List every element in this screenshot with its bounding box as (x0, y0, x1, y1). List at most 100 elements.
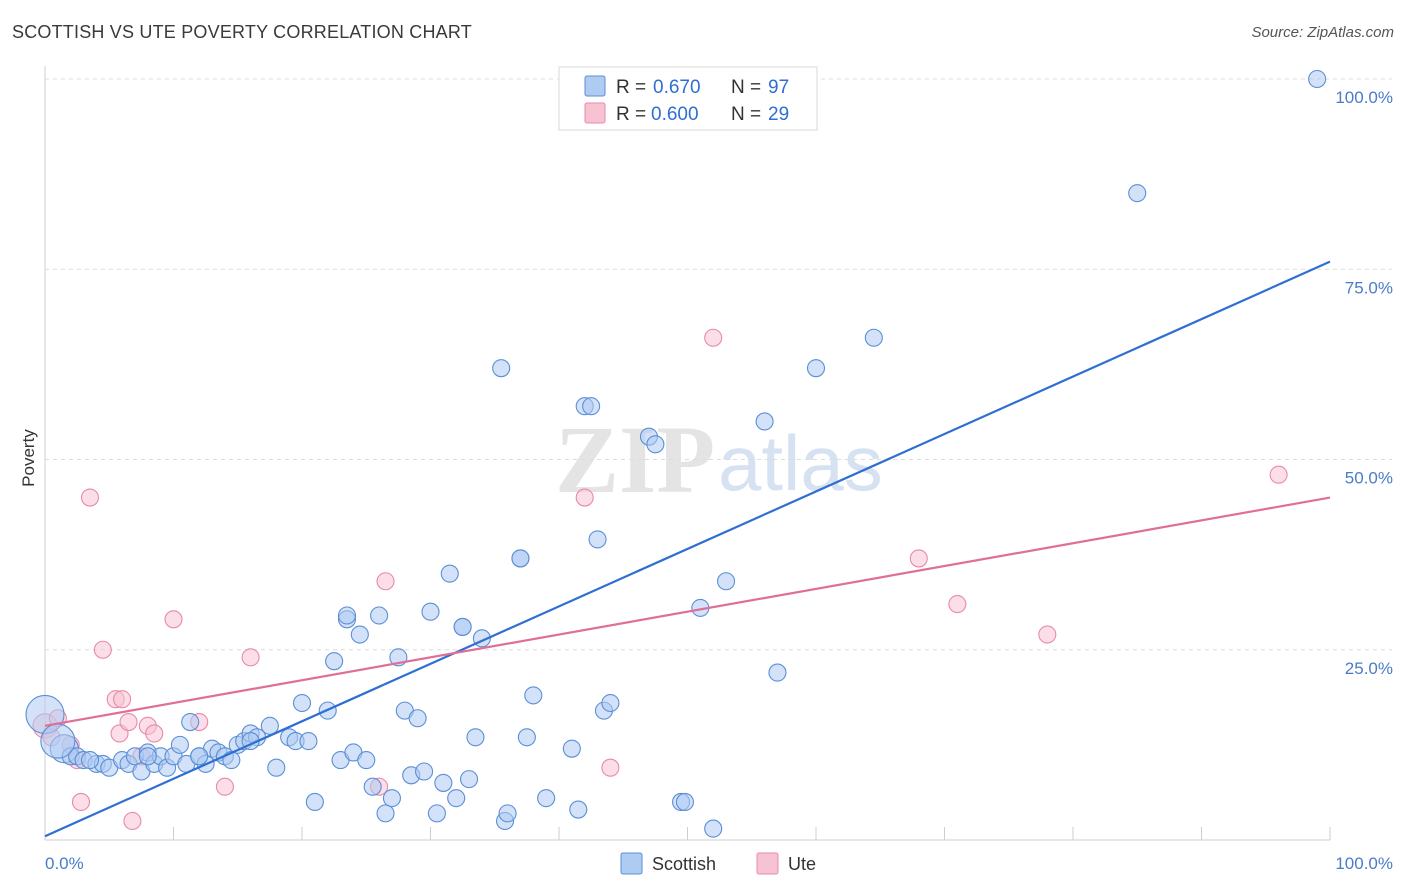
legend-n-label-ute: N = (731, 104, 761, 125)
scottish-point-25 (222, 751, 241, 770)
scottish-point-84 (768, 663, 787, 682)
scottish-point-94 (337, 606, 357, 625)
scottish-point-87 (1128, 184, 1147, 203)
ute-point-5 (71, 792, 91, 812)
ute-point-19 (241, 648, 260, 667)
scottish-point-89 (40, 723, 76, 759)
ute-trend-line (44, 496, 1331, 727)
legend-r-value-ute: 0.600 (651, 104, 699, 125)
scottish-point-70 (569, 800, 588, 819)
ute-point-28 (1269, 465, 1288, 484)
bottom-legend-label-ute: Ute (788, 854, 816, 874)
scottish-point-77 (646, 435, 665, 454)
ute-point-21 (376, 572, 395, 591)
legend-r-label-scottish: R = (616, 77, 646, 98)
legend-n-label-scottish: N = (731, 77, 761, 98)
scottish-point-44 (363, 777, 382, 796)
scottish-point-79 (675, 792, 694, 812)
scottish-point-46 (376, 804, 395, 823)
scottish-point-51 (408, 709, 427, 728)
top-legend: R = 0.670 N = 97 R = 0.600 N = 29 (558, 66, 818, 131)
chart-title: SCOTTISH VS UTE POVERTY CORRELATION CHAR… (12, 22, 472, 42)
scottish-point-68 (537, 789, 556, 808)
ute-point-12 (123, 811, 142, 831)
ute-point-15 (145, 724, 164, 743)
ute-point-11 (119, 712, 138, 732)
watermark-atlas: atlas (718, 419, 883, 507)
legend-swatch-ute (584, 102, 606, 124)
scottish-point-92 (190, 747, 209, 766)
scottish-point-45 (370, 606, 389, 625)
scottish-point-47 (382, 789, 402, 808)
ute-point-23 (601, 758, 620, 777)
ute-point-24 (704, 328, 723, 347)
scottish-point-66 (517, 728, 536, 747)
y-axis-label: Poverty (19, 429, 38, 487)
x-tick-label-1: 100.0% (1335, 854, 1393, 873)
y-tick-label-3: 25.0% (1345, 659, 1393, 678)
ute-point-27 (1038, 625, 1057, 644)
scottish-point-73 (588, 530, 607, 549)
ute-point-10 (113, 690, 132, 709)
scottish-point-56 (440, 564, 459, 583)
scottish-point-55 (434, 773, 453, 792)
ute-point-18 (215, 777, 234, 796)
scottish-point-35 (299, 732, 318, 751)
scottish-point-52 (415, 762, 434, 781)
y-tick-label-2: 50.0% (1345, 469, 1393, 488)
scottish-point-59 (459, 770, 479, 789)
scottish-point-38 (325, 652, 344, 671)
scottish-point-31 (267, 758, 286, 777)
x-tick-label-0: 0.0% (45, 854, 84, 873)
scottish-point-57 (447, 789, 466, 808)
scottish-point-42 (350, 625, 369, 644)
source-label: Source: ZipAtlas.com (1251, 24, 1394, 41)
scottish-point-36 (305, 792, 324, 812)
bottom-legend-swatch-ute (756, 852, 779, 875)
scottish-point-60 (466, 728, 485, 747)
scottish-point-82 (716, 572, 736, 591)
y-tick-label-1: 75.0% (1345, 278, 1393, 297)
grid-lines (45, 78, 1392, 651)
scottish-point-62 (492, 359, 511, 378)
scottish-point-88 (1308, 69, 1327, 89)
legend-swatch-scottish (584, 75, 606, 97)
legend-n-value-scottish: 97 (768, 77, 789, 98)
bottom-legend: Scottish Ute (620, 852, 816, 875)
ute-point-25 (909, 549, 928, 568)
scottish-point-43 (357, 751, 376, 770)
scottish-point-90 (80, 751, 100, 770)
ute-point-22 (575, 488, 594, 507)
scottish-point-34 (292, 693, 312, 713)
tick-labels: 100.0% 75.0% 50.0% 25.0% 0.0% 100.0% (45, 88, 1393, 873)
scottish-point-85 (806, 359, 826, 378)
scottish-point-96 (511, 549, 530, 568)
scottish-point-91 (138, 747, 157, 766)
scottish-trend-line (44, 260, 1331, 838)
scottish-point-75 (601, 693, 620, 713)
scottish-point-30 (260, 716, 279, 735)
legend-r-label-ute: R = (616, 104, 646, 125)
scottish-point-81 (704, 819, 723, 838)
scottish-point-53 (421, 602, 440, 621)
bottom-legend-label-scottish: Scottish (652, 854, 716, 874)
scottish-point-19 (181, 712, 200, 732)
scottish-point-83 (755, 412, 774, 431)
scottish-point-69 (562, 739, 581, 758)
scottish-point-95 (453, 617, 472, 636)
legend-n-value-ute: 29 (768, 104, 789, 125)
scottish-point-54 (427, 804, 446, 823)
scottish-point-64 (498, 804, 517, 823)
ute-point-6 (80, 488, 100, 507)
bottom-legend-swatch-scottish (620, 852, 643, 875)
scottish-point-72 (582, 397, 601, 416)
scottish-point-86 (864, 328, 883, 347)
legend-r-value-scottish: 0.670 (653, 77, 701, 98)
scottish-points (25, 69, 1327, 838)
ute-point-16 (164, 610, 183, 629)
ute-point-7 (93, 640, 112, 659)
y-tick-label-0: 100.0% (1335, 88, 1393, 107)
ute-point-26 (948, 595, 967, 614)
trend-lines (44, 260, 1331, 838)
